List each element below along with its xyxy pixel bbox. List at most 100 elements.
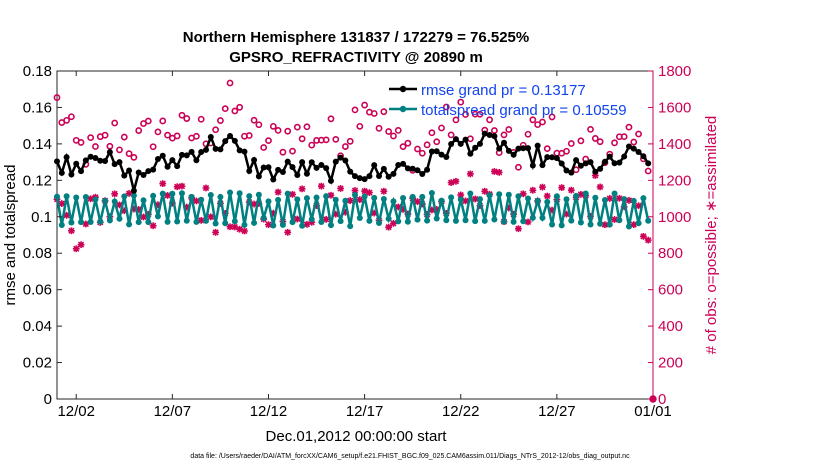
possible-obs-marker [341,143,349,150]
totalspread-marker [227,189,234,196]
possible-obs-marker [173,132,181,140]
possible-obs-marker [303,123,311,131]
possible-obs-marker [394,126,402,134]
totalspread-marker [515,193,522,200]
totalspread-marker [438,197,445,204]
rmse-marker [481,130,488,137]
assimilated-obs-marker [317,182,325,190]
assimilated-obs-marker [615,194,623,202]
possible-obs-marker [130,153,138,161]
legend-rmse-marker [399,85,407,93]
possible-obs-marker [418,149,426,157]
totalspread-marker [222,220,229,227]
assimilated-obs-marker [337,185,344,192]
totalspread-marker [284,190,291,197]
totalspread-marker [279,221,286,228]
rmse-marker [510,151,517,158]
chart-title-line2: GPSRO_REFRACTIVITY @ 20890 m [229,49,483,66]
rmse-marker [361,176,368,183]
totalspread-marker [265,198,272,205]
totalspread-marker [126,221,133,228]
plot-area [56,70,654,400]
rmse-marker [419,170,426,177]
assimilated-obs-marker [452,177,460,185]
rmse-marker [390,170,397,177]
assimilated-obs-marker [178,182,186,190]
totalspread-marker [303,195,310,202]
totalspread-marker [645,217,652,224]
assimilated-obs-marker [385,223,393,231]
possible-obs-marker [351,106,359,114]
rmse-marker [611,160,618,167]
possible-obs-marker [231,107,239,115]
totalspread-marker [443,217,450,224]
rmse-marker [443,154,450,161]
possible-obs-marker [192,132,200,140]
rmse-marker [207,133,214,140]
rmse-marker [640,153,647,160]
possible-obs-marker [77,139,85,146]
rmse-marker [635,148,642,155]
assimilated-obs-marker [630,221,638,229]
totalspread-marker [630,197,637,204]
possible-obs-marker [486,116,493,124]
y-left-tick-label: 0.14 [23,136,52,153]
possible-obs-marker [635,130,642,138]
rmse-marker [236,147,243,154]
rmse-marker [159,152,166,159]
totalspread-marker [457,196,464,203]
totalspread-marker [159,190,166,197]
rmse-marker [371,162,378,169]
totalspread-marker [529,214,536,221]
rmse-marker [601,158,608,165]
totalspread-marker [467,190,474,197]
rmse-marker [178,151,185,158]
rmse-marker [645,160,652,167]
rmse-marker [150,166,157,173]
possible-obs-marker [591,135,599,142]
totalspread-marker [54,193,60,200]
x-tick-label: 12/02 [57,403,95,420]
possible-obs-marker [563,147,570,155]
totalspread-marker [116,215,123,222]
possible-obs-marker [101,131,109,139]
totalspread-marker [491,216,498,223]
totalspread-marker [606,221,613,228]
totalspread-marker [352,191,358,198]
possible-obs-marker [611,139,618,147]
rmse-marker [68,171,75,178]
rmse-marker [198,149,205,156]
rmse-marker [308,159,315,166]
totalspread-marker [135,219,142,226]
possible-obs-marker [548,113,556,121]
x-tick-label: 12/17 [346,403,384,420]
totalspread-marker [592,194,599,201]
totalspread-marker [448,194,455,201]
assimilated-obs-marker [606,195,614,202]
totalspread-marker [534,197,541,204]
possible-obs-marker [385,128,393,135]
totalspread-marker [236,190,243,197]
totalspread-marker [188,193,195,200]
possible-obs-marker [135,127,143,134]
possible-obs-marker [587,125,594,133]
rmse-marker [203,146,209,153]
possible-obs-marker [217,117,224,124]
rmse-marker [486,132,493,139]
totalspread-marker [154,213,161,220]
rmse-marker [385,173,392,180]
assimilated-obs-marker [322,215,330,223]
possible-obs-marker [125,150,133,158]
totalspread-marker [376,220,383,227]
rmse-marker [270,176,277,183]
y-left-tick-label: 0.12 [23,172,52,189]
rmse-marker [337,154,344,161]
totalspread-marker [409,193,416,200]
possible-obs-marker [178,111,186,119]
rmse-marker [279,169,286,176]
rmse-marker [255,173,262,180]
possible-obs-marker [327,115,335,123]
rmse-marker [501,139,507,146]
rmse-marker [212,145,219,152]
totalspread-marker [544,198,551,205]
